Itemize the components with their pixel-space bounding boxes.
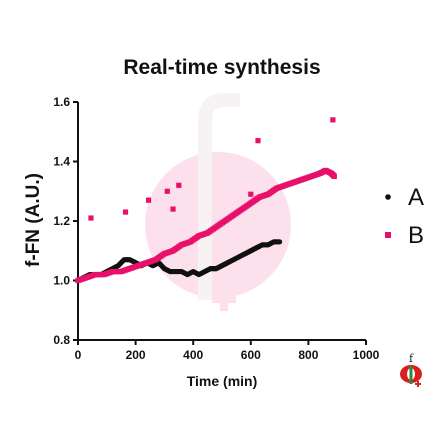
y-axis-label: f-FN (A.U.)	[23, 173, 44, 267]
legend-marker-a	[385, 194, 391, 200]
data-point	[164, 188, 170, 194]
legend-marker-b	[385, 232, 391, 238]
data-point	[145, 197, 152, 203]
y-tick-label: 0.8	[53, 333, 70, 347]
watermark	[145, 93, 291, 311]
y-tick-label: 1.0	[53, 274, 70, 288]
logo-letter: f	[409, 352, 414, 365]
data-point	[170, 206, 176, 212]
data-point	[331, 173, 337, 179]
data-point	[248, 191, 254, 197]
legend-label-b: B	[408, 222, 424, 249]
data-point	[255, 138, 261, 144]
legend: AB	[385, 184, 424, 249]
data-point	[88, 215, 94, 221]
chart-title: Real-time synthesis	[123, 56, 320, 79]
data-point	[176, 182, 182, 188]
x-tick-label: 200	[126, 348, 146, 362]
x-tick-label: 400	[183, 348, 203, 362]
data-point	[330, 117, 336, 123]
series-b-outliers	[88, 117, 336, 221]
y-tick-label: 1.2	[53, 214, 70, 228]
legend-label-a: A	[408, 184, 424, 211]
series-b	[75, 167, 337, 284]
x-axis-label: Time (min)	[187, 373, 258, 389]
x-tick-label: 600	[241, 348, 261, 362]
y-tick-label: 1.4	[53, 155, 70, 169]
x-tick-label: 800	[298, 348, 318, 362]
data-point	[277, 239, 283, 245]
x-tick-label: 0	[75, 348, 82, 362]
data-point	[122, 209, 129, 215]
f-letter-logo: f	[400, 352, 422, 387]
x-tick-label: 1000	[353, 348, 380, 362]
plot-area: 0.8 1.0 1.2 1.4 1.6 0 200 400 600 800 1000	[53, 95, 379, 362]
y-tick-label: 1.6	[53, 95, 70, 109]
